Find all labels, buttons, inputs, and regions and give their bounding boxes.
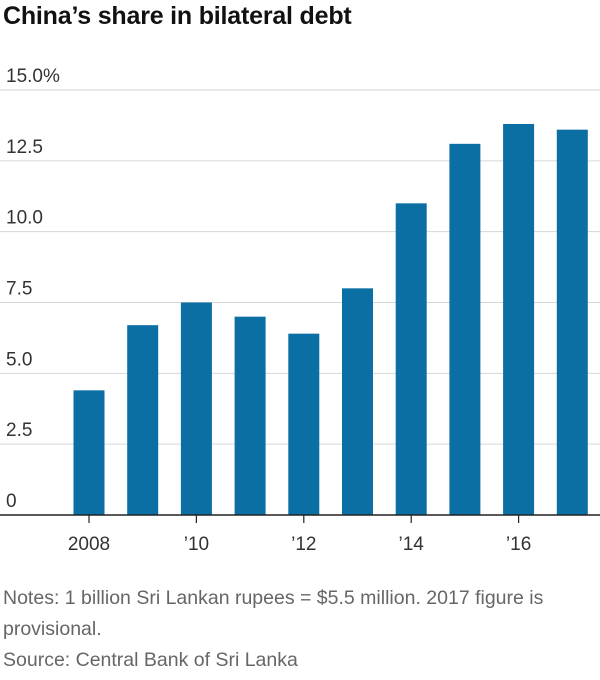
bar-2009	[127, 325, 159, 515]
x-tick-label: ’16	[506, 534, 531, 555]
y-tick-label: 15.0%	[6, 66, 60, 87]
axes: 0 2.5 5.0 7.5 10.0 12.5 15.0% 2008 ’10 ’12 ’14 ’16	[0, 66, 600, 555]
chart-title: China’s share in bilateral debt	[3, 2, 352, 30]
x-tick-label: ’12	[291, 534, 316, 555]
bars	[73, 124, 588, 516]
bar-2013	[342, 288, 373, 515]
bar-2012	[288, 333, 320, 515]
bar-chart: 0 2.5 5.0 7.5 10.0 12.5 15.0% 2008 ’10 ’12 ’14 ’16	[0, 66, 600, 555]
source-text: Source: Central Bank of Sri Lanka	[3, 649, 298, 671]
bar-2015	[449, 143, 481, 515]
y-tick-label: 0	[6, 491, 17, 512]
y-tick-label: 2.5	[6, 420, 32, 441]
x-tick-label: ’14	[399, 534, 425, 555]
y-tick-label: 10.0	[6, 208, 43, 229]
y-tick-label: 7.5	[6, 279, 32, 300]
gridlines	[0, 89, 600, 445]
x-tick-label: ’10	[184, 534, 209, 555]
y-tick-label: 5.0	[6, 349, 32, 370]
x-tick-label: 2008	[68, 534, 110, 555]
chart-notes: Notes: 1 billion Sri Lankan rupees = $5.…	[3, 583, 593, 676]
bar-2011	[234, 316, 266, 515]
bar-2014	[395, 203, 427, 516]
bar-2016	[503, 124, 535, 515]
bar-2008	[73, 390, 105, 515]
bar-2017	[556, 129, 588, 515]
notes-text: Notes: 1 billion Sri Lankan rupees = $5.…	[3, 587, 544, 640]
bar-2010	[180, 302, 212, 515]
y-tick-label: 12.5	[6, 137, 43, 158]
